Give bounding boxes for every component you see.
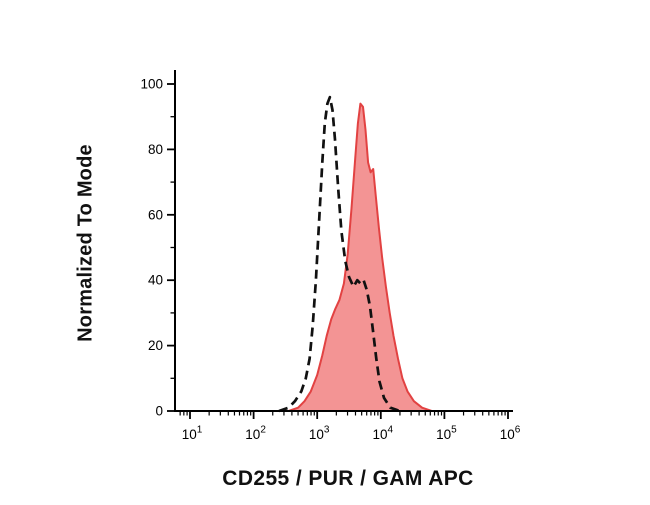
x-tick-label: 106 bbox=[500, 425, 521, 443]
series-group bbox=[278, 95, 433, 413]
y-tick-label: 20 bbox=[148, 338, 163, 353]
axes: 0 20 40 60 80 100 101 102 103 104 105 106 bbox=[140, 70, 521, 443]
y-axis-title: Normalized To Mode bbox=[74, 144, 97, 342]
x-tick-label: 104 bbox=[373, 425, 394, 443]
y-tick-label: 80 bbox=[148, 142, 163, 157]
y-tick-label: 100 bbox=[140, 77, 163, 92]
x-tick-label: 101 bbox=[182, 425, 203, 443]
x-tick-label: 103 bbox=[309, 425, 330, 443]
y-tick-label: 40 bbox=[148, 273, 163, 288]
series-sample-filled bbox=[287, 102, 433, 412]
y-tick-label: 60 bbox=[148, 207, 163, 222]
series-control-dashed bbox=[278, 95, 401, 413]
x-tick-label: 105 bbox=[436, 425, 457, 443]
x-axis-title: CD255 / PUR / GAM APC bbox=[222, 467, 474, 490]
y-tick-label: 0 bbox=[155, 404, 163, 419]
x-tick-label: 102 bbox=[245, 425, 266, 443]
